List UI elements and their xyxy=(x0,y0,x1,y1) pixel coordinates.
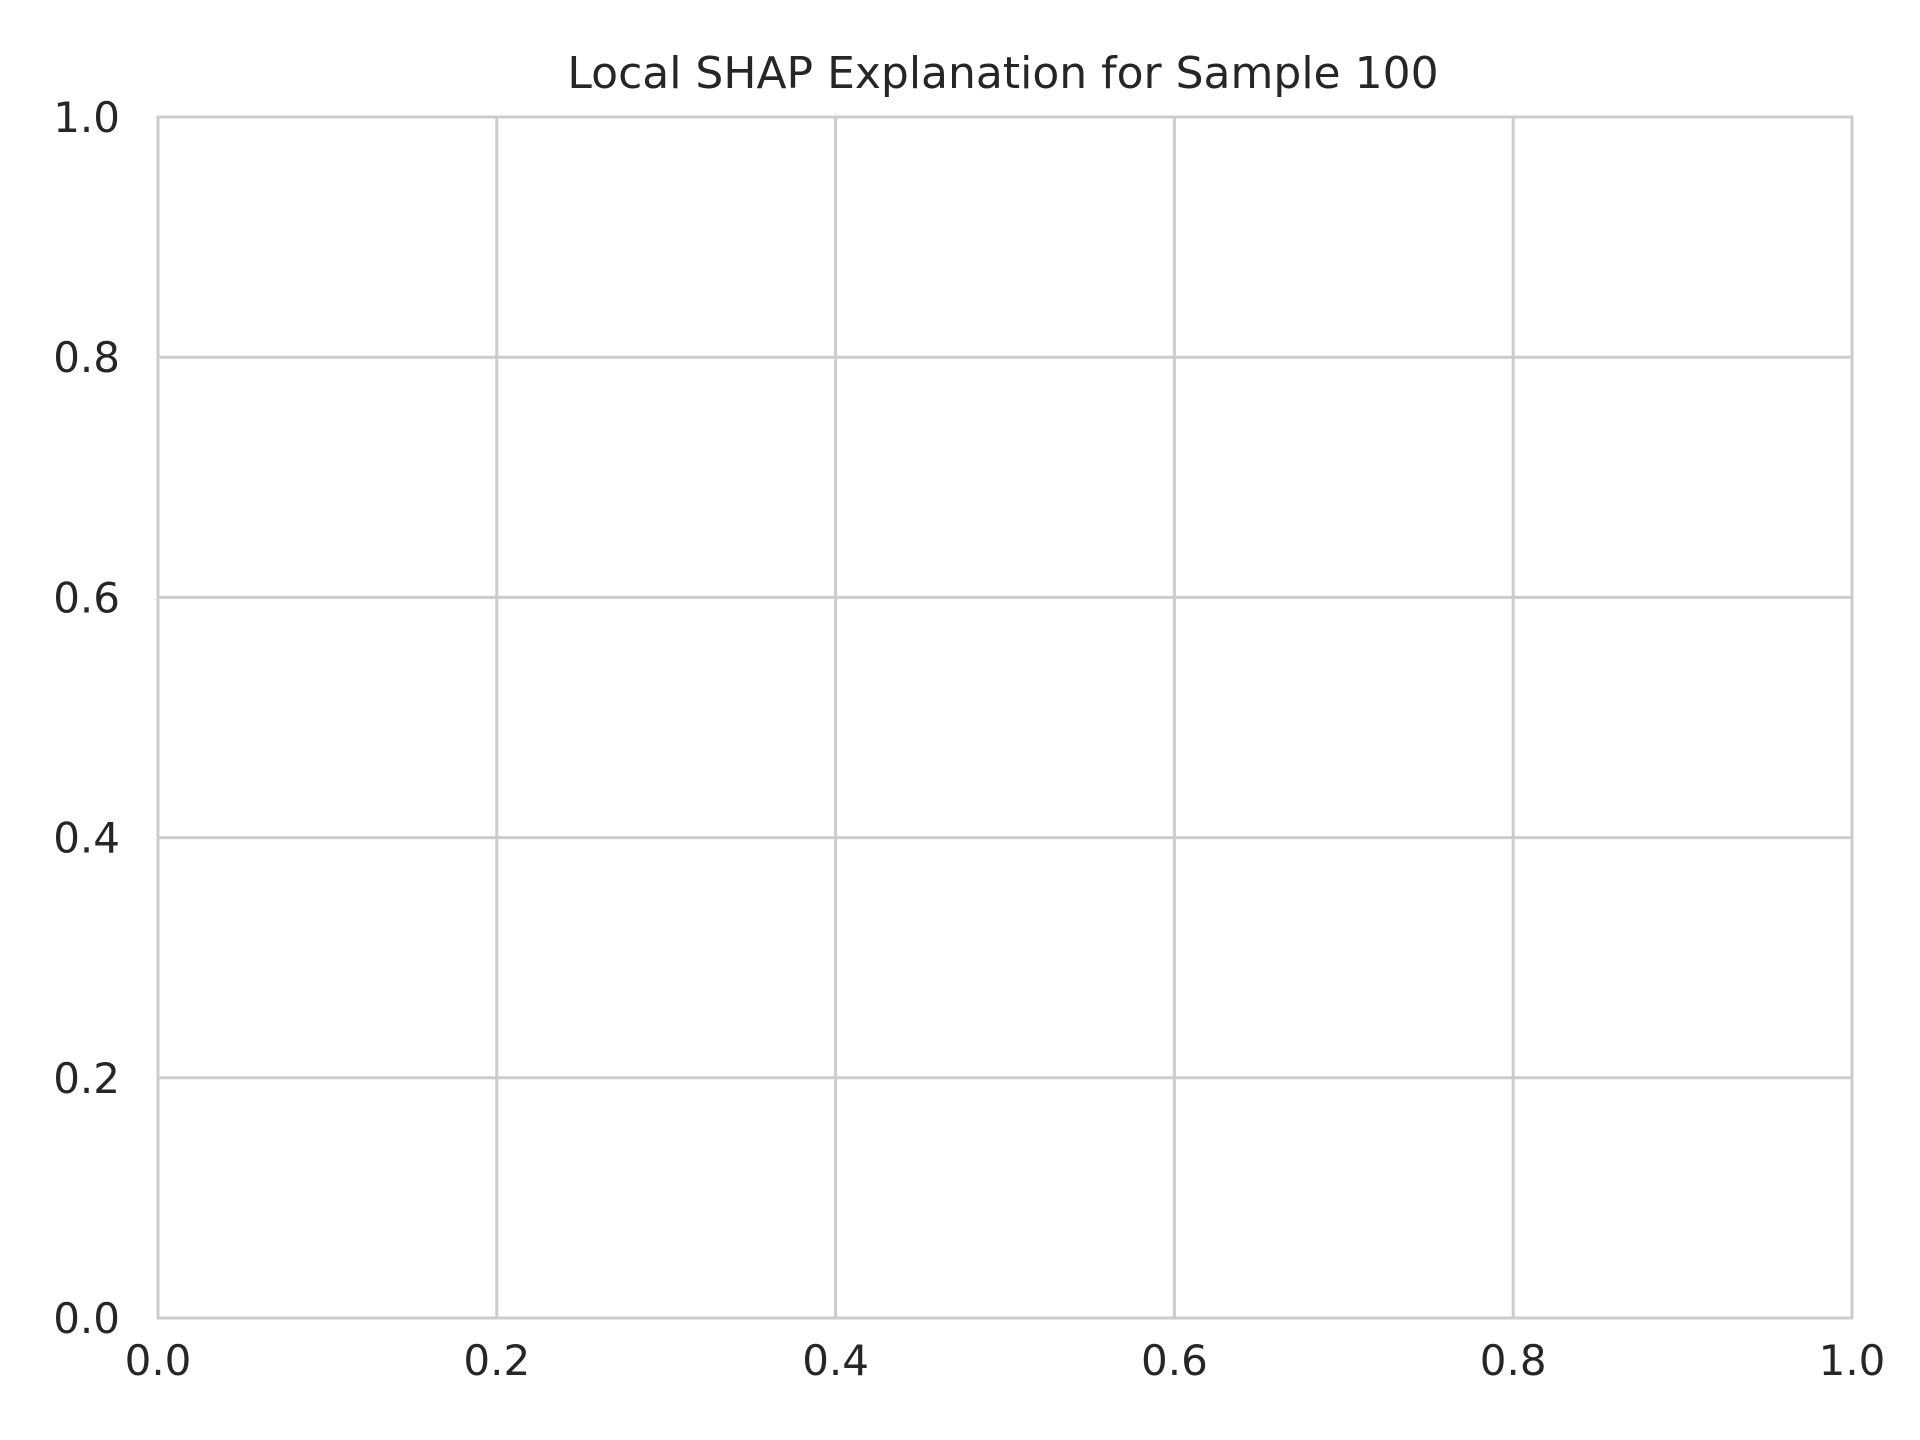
x-tick-label: 1.0 xyxy=(1819,1336,1886,1385)
y-tick-label: 0.4 xyxy=(53,814,120,863)
y-tick-label: 0.8 xyxy=(53,333,120,382)
x-tick-label: 0.4 xyxy=(802,1336,869,1385)
y-tick-label: 0.6 xyxy=(53,573,120,622)
x-tick-label: 0.2 xyxy=(463,1336,530,1385)
x-tick-label: 0.8 xyxy=(1480,1336,1547,1385)
y-tick-label: 1.0 xyxy=(53,93,120,142)
y-tick-label: 0.2 xyxy=(53,1054,120,1103)
chart-title: Local SHAP Explanation for Sample 100 xyxy=(567,48,1438,99)
x-tick-label: 0.0 xyxy=(125,1336,192,1385)
x-axis-ticks: 0.0 0.2 0.4 0.6 0.8 1.0 xyxy=(125,1336,1886,1385)
x-tick-label: 0.6 xyxy=(1141,1336,1208,1385)
grid-lines xyxy=(156,115,1854,1320)
y-tick-label: 0.0 xyxy=(53,1294,120,1343)
plot-frame xyxy=(156,115,1854,1320)
y-axis-ticks: 0.0 0.2 0.4 0.6 0.8 1.0 xyxy=(53,93,120,1343)
